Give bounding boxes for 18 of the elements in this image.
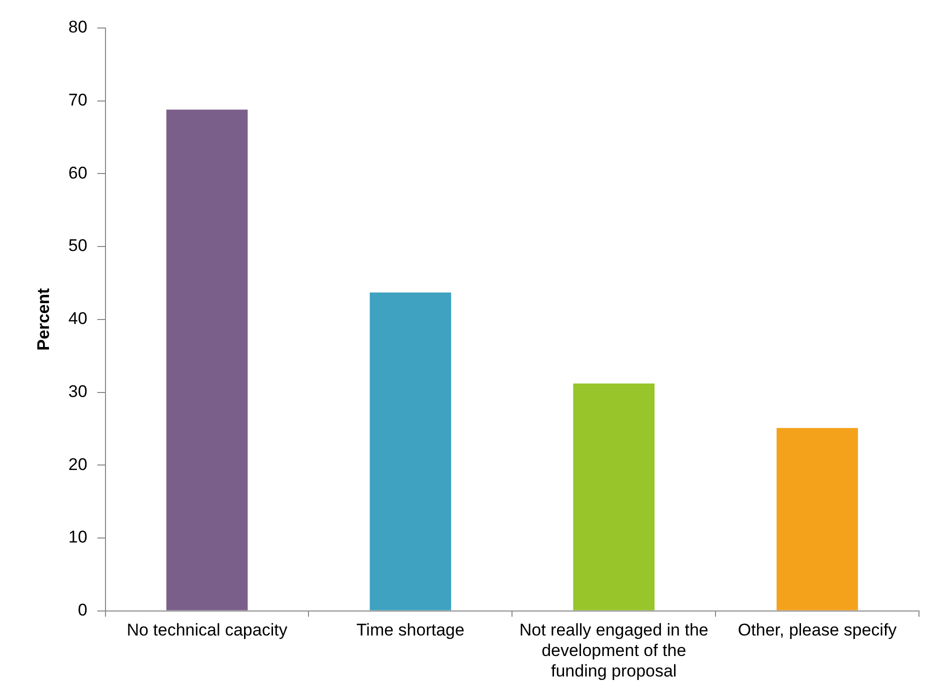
y-tick-label: 20 xyxy=(68,454,88,474)
x-tick-label: Time shortage xyxy=(356,620,464,640)
y-tick-label: 40 xyxy=(68,309,88,328)
x-tick-label: Other, please specify xyxy=(738,620,898,640)
y-tick-label: 50 xyxy=(68,236,88,256)
bar xyxy=(573,384,655,610)
y-tick-label: 70 xyxy=(68,90,88,110)
y-tick-label: 30 xyxy=(68,382,88,401)
x-tick-label: Not really engaged in the development of the funding proposal xyxy=(519,620,708,680)
bar xyxy=(776,428,858,610)
x-tick-label: No technical capacity xyxy=(126,620,288,640)
y-tick-label: 60 xyxy=(68,163,88,182)
y-tick-label: 80 xyxy=(68,18,88,37)
y-axis-title: Percent xyxy=(34,288,53,351)
bar xyxy=(370,292,452,610)
y-tick-label: 0 xyxy=(78,600,88,620)
bar xyxy=(166,110,248,610)
y-tick-label: 10 xyxy=(68,528,88,547)
